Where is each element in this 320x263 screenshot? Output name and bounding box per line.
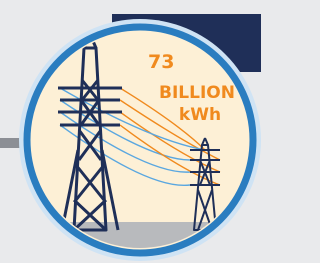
page: 73 BILLION kWh (() => { const data = JSO…: [0, 0, 261, 263]
stat-unit: BILLION: [159, 83, 235, 103]
stat-unit: kWh: [179, 105, 221, 125]
stat-number: 73: [148, 51, 174, 73]
illustration: 73 BILLION kWh: [0, 0, 261, 263]
